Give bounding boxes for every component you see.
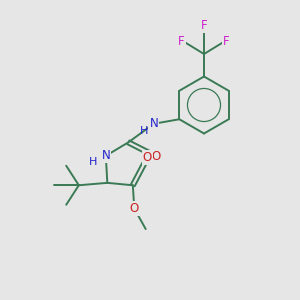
Text: O: O bbox=[152, 150, 161, 163]
Text: H: H bbox=[89, 158, 98, 167]
Text: N: N bbox=[101, 149, 110, 162]
Text: O: O bbox=[142, 151, 152, 164]
Text: F: F bbox=[201, 19, 207, 32]
Text: H: H bbox=[140, 126, 148, 136]
Text: F: F bbox=[178, 34, 185, 48]
Text: O: O bbox=[130, 202, 139, 215]
Text: F: F bbox=[223, 34, 230, 48]
Text: N: N bbox=[149, 117, 158, 130]
